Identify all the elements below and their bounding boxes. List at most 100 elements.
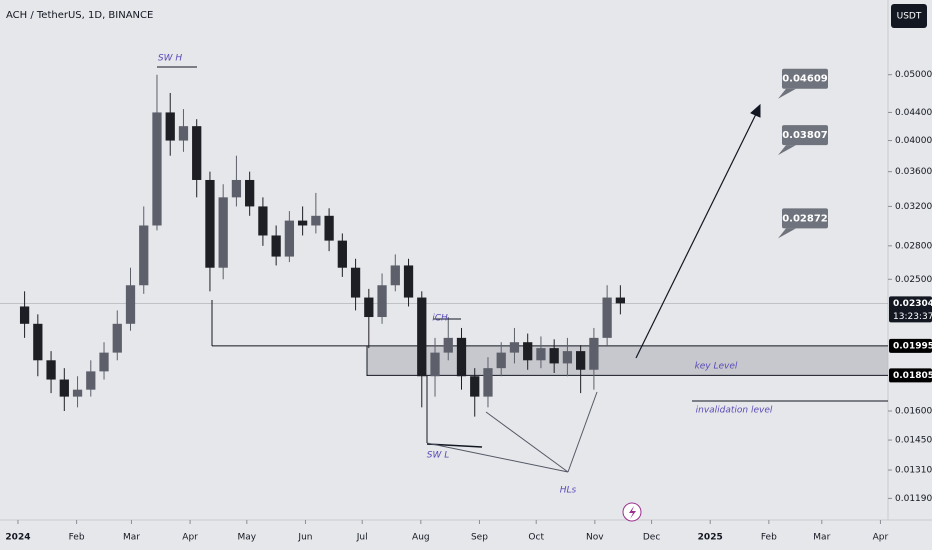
x-tick-label: Mar <box>123 533 140 543</box>
y-tick-label: 0.05000 <box>895 70 932 80</box>
annotation: key Level <box>695 362 738 372</box>
event-bolt <box>629 506 636 519</box>
candle-body <box>218 197 228 268</box>
chart-title: ACH / TetherUS, 1D, BINANCE <box>6 10 153 21</box>
candle-body <box>205 179 215 268</box>
annotation: SW L <box>427 451 450 461</box>
candle-body <box>536 348 546 361</box>
price-label: 0.02304 <box>893 299 932 309</box>
price-label-box <box>889 296 932 323</box>
candle-body <box>33 323 43 361</box>
candle-body <box>350 267 361 298</box>
candle-body <box>165 112 175 141</box>
candle-body <box>403 265 414 298</box>
y-tick-label: 0.02800 <box>895 241 932 251</box>
y-tick-label: 0.02500 <box>895 275 932 285</box>
candle-body <box>139 225 149 286</box>
x-tick-label: Feb <box>69 533 85 543</box>
x-tick-label: Oct <box>528 533 544 543</box>
x-tick-label: Feb <box>761 533 777 543</box>
target-label: 0.03807 <box>782 130 828 141</box>
target-tail <box>778 88 796 99</box>
x-tick-label: Jul <box>356 533 368 543</box>
x-tick-label: May <box>238 533 257 543</box>
annotation: invalidation level <box>696 406 773 416</box>
x-tick-label: 2024 <box>5 533 30 543</box>
y-tick-label: 0.04400 <box>895 108 932 118</box>
y-tick-label: 0.03200 <box>895 202 932 212</box>
y-tick-label: 0.04000 <box>895 136 932 146</box>
candle-body <box>509 342 520 353</box>
candle-body <box>337 240 347 268</box>
candle-body <box>178 126 189 141</box>
candle-body <box>99 352 109 372</box>
y-tick-label: 0.01190 <box>895 494 932 504</box>
candle-body <box>311 215 321 226</box>
target-tail <box>778 228 796 239</box>
candle-body <box>523 342 533 361</box>
candle-body <box>297 220 308 226</box>
candle-body <box>443 337 453 353</box>
candle-body <box>19 306 30 324</box>
target-box <box>782 125 828 146</box>
target-box <box>782 208 828 229</box>
y-tick-label: 0.01310 <box>895 466 932 476</box>
currency-label: USDT <box>897 12 922 22</box>
price-label-box <box>889 368 932 383</box>
countdown: 13:23:37 <box>893 312 932 322</box>
candle-body <box>112 323 122 353</box>
target-tail <box>778 145 796 156</box>
x-tick-label: Nov <box>586 533 604 543</box>
currency-button[interactable] <box>891 4 927 28</box>
candle-body <box>152 112 162 226</box>
candle-body <box>258 206 268 236</box>
candle-body <box>562 351 573 364</box>
candle-body <box>615 297 626 304</box>
annotation: HLs <box>560 486 577 496</box>
candle-body <box>46 360 56 380</box>
y-tick-label: 0.01600 <box>895 407 932 417</box>
candle-body <box>589 337 599 370</box>
candle-body <box>364 297 374 318</box>
candle-body <box>496 352 506 369</box>
x-tick-label: Sep <box>471 533 488 543</box>
candle-body <box>470 376 480 397</box>
annotation: SW H <box>158 54 182 64</box>
candle-body <box>456 337 467 377</box>
price-label-box <box>889 338 932 353</box>
target-box <box>782 68 828 89</box>
candle-body <box>284 220 295 257</box>
price-label: 0.01995 <box>893 341 932 351</box>
candle-body <box>86 371 96 390</box>
x-tick-label: Dec <box>643 533 660 543</box>
price-label: 0.01805 <box>893 371 932 381</box>
candle-body <box>231 179 242 198</box>
candle-body <box>576 351 586 370</box>
projection-arrow <box>635 111 758 359</box>
candle-body <box>377 285 387 318</box>
candle-body <box>245 179 255 207</box>
y-tick-label: 0.03600 <box>895 167 932 177</box>
x-tick-label: Jun <box>297 533 312 543</box>
candle-body <box>417 297 427 377</box>
x-tick-label: 2025 <box>698 533 723 543</box>
candle-body <box>390 265 400 286</box>
candle-body <box>549 348 559 364</box>
key-zone <box>367 345 888 376</box>
candle-body <box>602 297 612 338</box>
target-label: 0.02872 <box>782 213 828 224</box>
x-tick-label: Apr <box>182 533 198 543</box>
candle-body <box>271 235 281 257</box>
x-tick-label: Aug <box>412 533 430 543</box>
drawings <box>157 66 888 522</box>
candle-body <box>430 352 440 377</box>
candle-body <box>324 215 334 241</box>
target-label: 0.04609 <box>782 74 828 85</box>
y-tick-label: 0.01450 <box>895 436 932 446</box>
candle-body <box>72 389 83 397</box>
x-tick-label: Mar <box>813 533 830 543</box>
hl-line <box>567 391 598 473</box>
candle-body <box>192 126 202 180</box>
